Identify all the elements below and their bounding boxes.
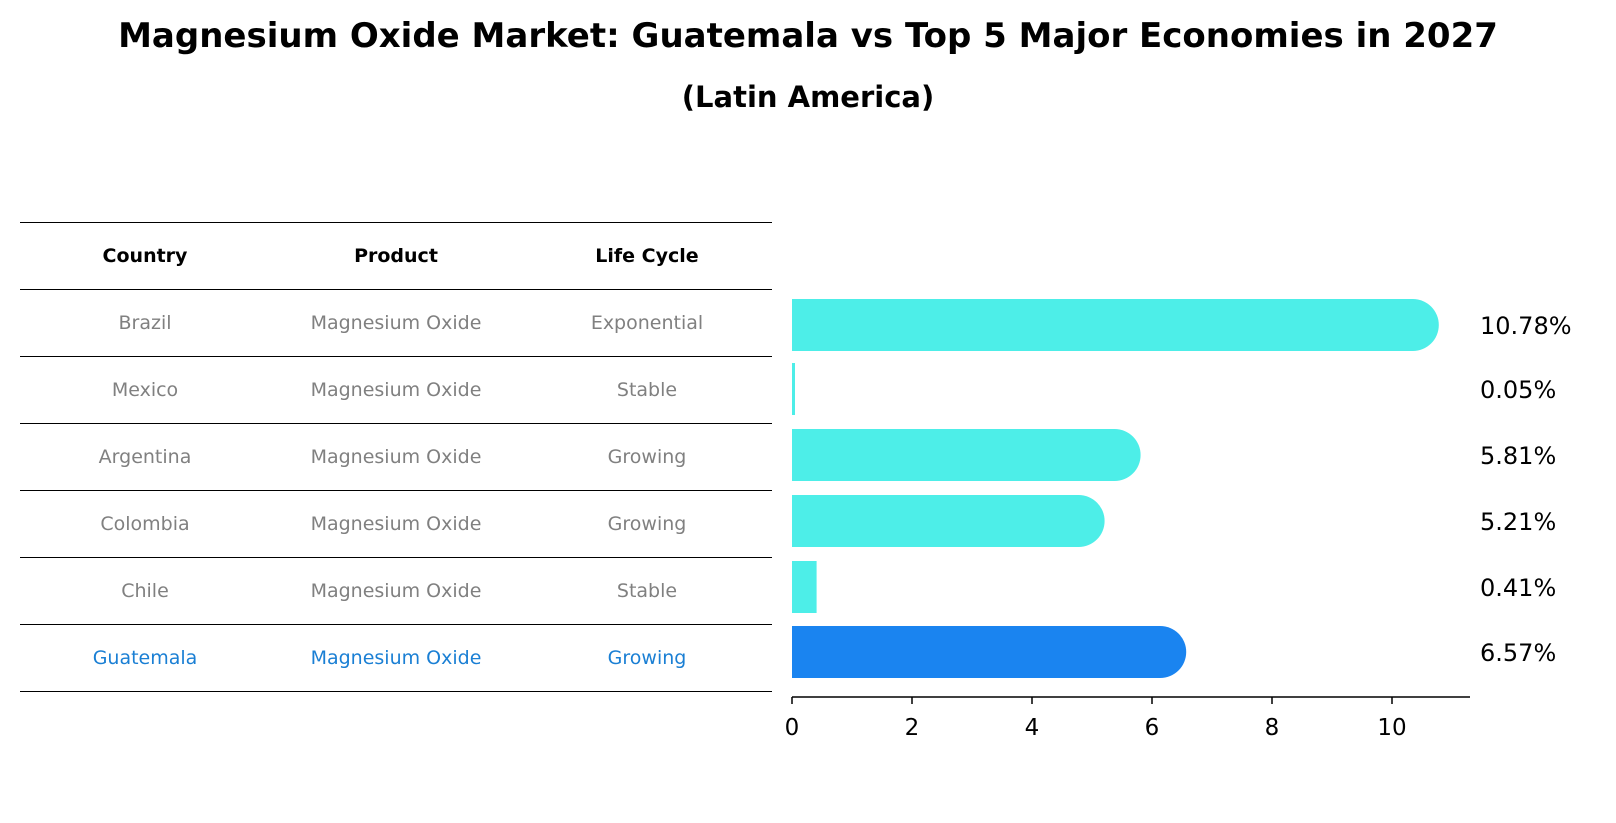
x-tick-label: 8	[1265, 715, 1280, 741]
bar-guatemala	[792, 626, 1187, 678]
value-label-argentina: 5.81%	[1480, 442, 1556, 470]
table-row: Chile Magnesium Oxide Stable	[20, 557, 772, 625]
table-row: Mexico Magnesium Oxide Stable	[20, 356, 772, 424]
value-label-colombia: 5.21%	[1480, 508, 1556, 536]
chart-title: Magnesium Oxide Market: Guatemala vs Top…	[118, 16, 1498, 56]
cell-country: Argentina	[20, 423, 270, 491]
x-tick-label: 6	[1145, 715, 1160, 741]
data-table: Country Product Life Cycle Brazil Magnes…	[20, 222, 772, 692]
value-label-guatemala: 6.57%	[1480, 639, 1556, 667]
cell-country: Colombia	[20, 490, 270, 558]
cell-life-cycle: Stable	[522, 356, 772, 424]
bar-brazil	[792, 299, 1439, 351]
cell-product: Magnesium Oxide	[270, 423, 522, 491]
bar-mexico	[792, 363, 795, 415]
cell-life-cycle: Exponential	[522, 289, 772, 357]
cell-country: Chile	[20, 557, 270, 625]
header-life-cycle: Life Cycle	[522, 222, 772, 290]
x-tick-label: 10	[1377, 715, 1406, 741]
cell-product: Magnesium Oxide	[270, 289, 522, 357]
table-row: Argentina Magnesium Oxide Growing	[20, 423, 772, 491]
cell-life-cycle: Growing	[522, 624, 772, 692]
x-tick-label: 4	[1025, 715, 1040, 741]
value-label-brazil: 10.78%	[1480, 312, 1572, 340]
bar-chile	[792, 561, 817, 613]
bar-argentina	[792, 429, 1141, 481]
cell-country: Guatemala	[20, 624, 270, 692]
header-country: Country	[20, 222, 270, 290]
x-tick-label: 0	[785, 715, 800, 741]
cell-life-cycle: Stable	[522, 557, 772, 625]
table-row-highlighted: Guatemala Magnesium Oxide Growing	[20, 624, 772, 692]
cell-product: Magnesium Oxide	[270, 356, 522, 424]
cell-country: Brazil	[20, 289, 270, 357]
cell-product: Magnesium Oxide	[270, 624, 522, 692]
table-header-row: Country Product Life Cycle	[20, 222, 772, 290]
value-label-chile: 0.41%	[1480, 574, 1556, 602]
bar-colombia	[792, 495, 1105, 547]
value-label-mexico: 0.05%	[1480, 376, 1556, 404]
cell-product: Magnesium Oxide	[270, 557, 522, 625]
header-product: Product	[270, 222, 522, 290]
chart-subtitle: (Latin America)	[681, 80, 935, 114]
cell-product: Magnesium Oxide	[270, 490, 522, 558]
x-tick-label: 2	[905, 715, 920, 741]
cell-life-cycle: Growing	[522, 423, 772, 491]
cell-life-cycle: Growing	[522, 490, 772, 558]
cell-country: Mexico	[20, 356, 270, 424]
table-row: Colombia Magnesium Oxide Growing	[20, 490, 772, 558]
table-row: Brazil Magnesium Oxide Exponential	[20, 289, 772, 357]
